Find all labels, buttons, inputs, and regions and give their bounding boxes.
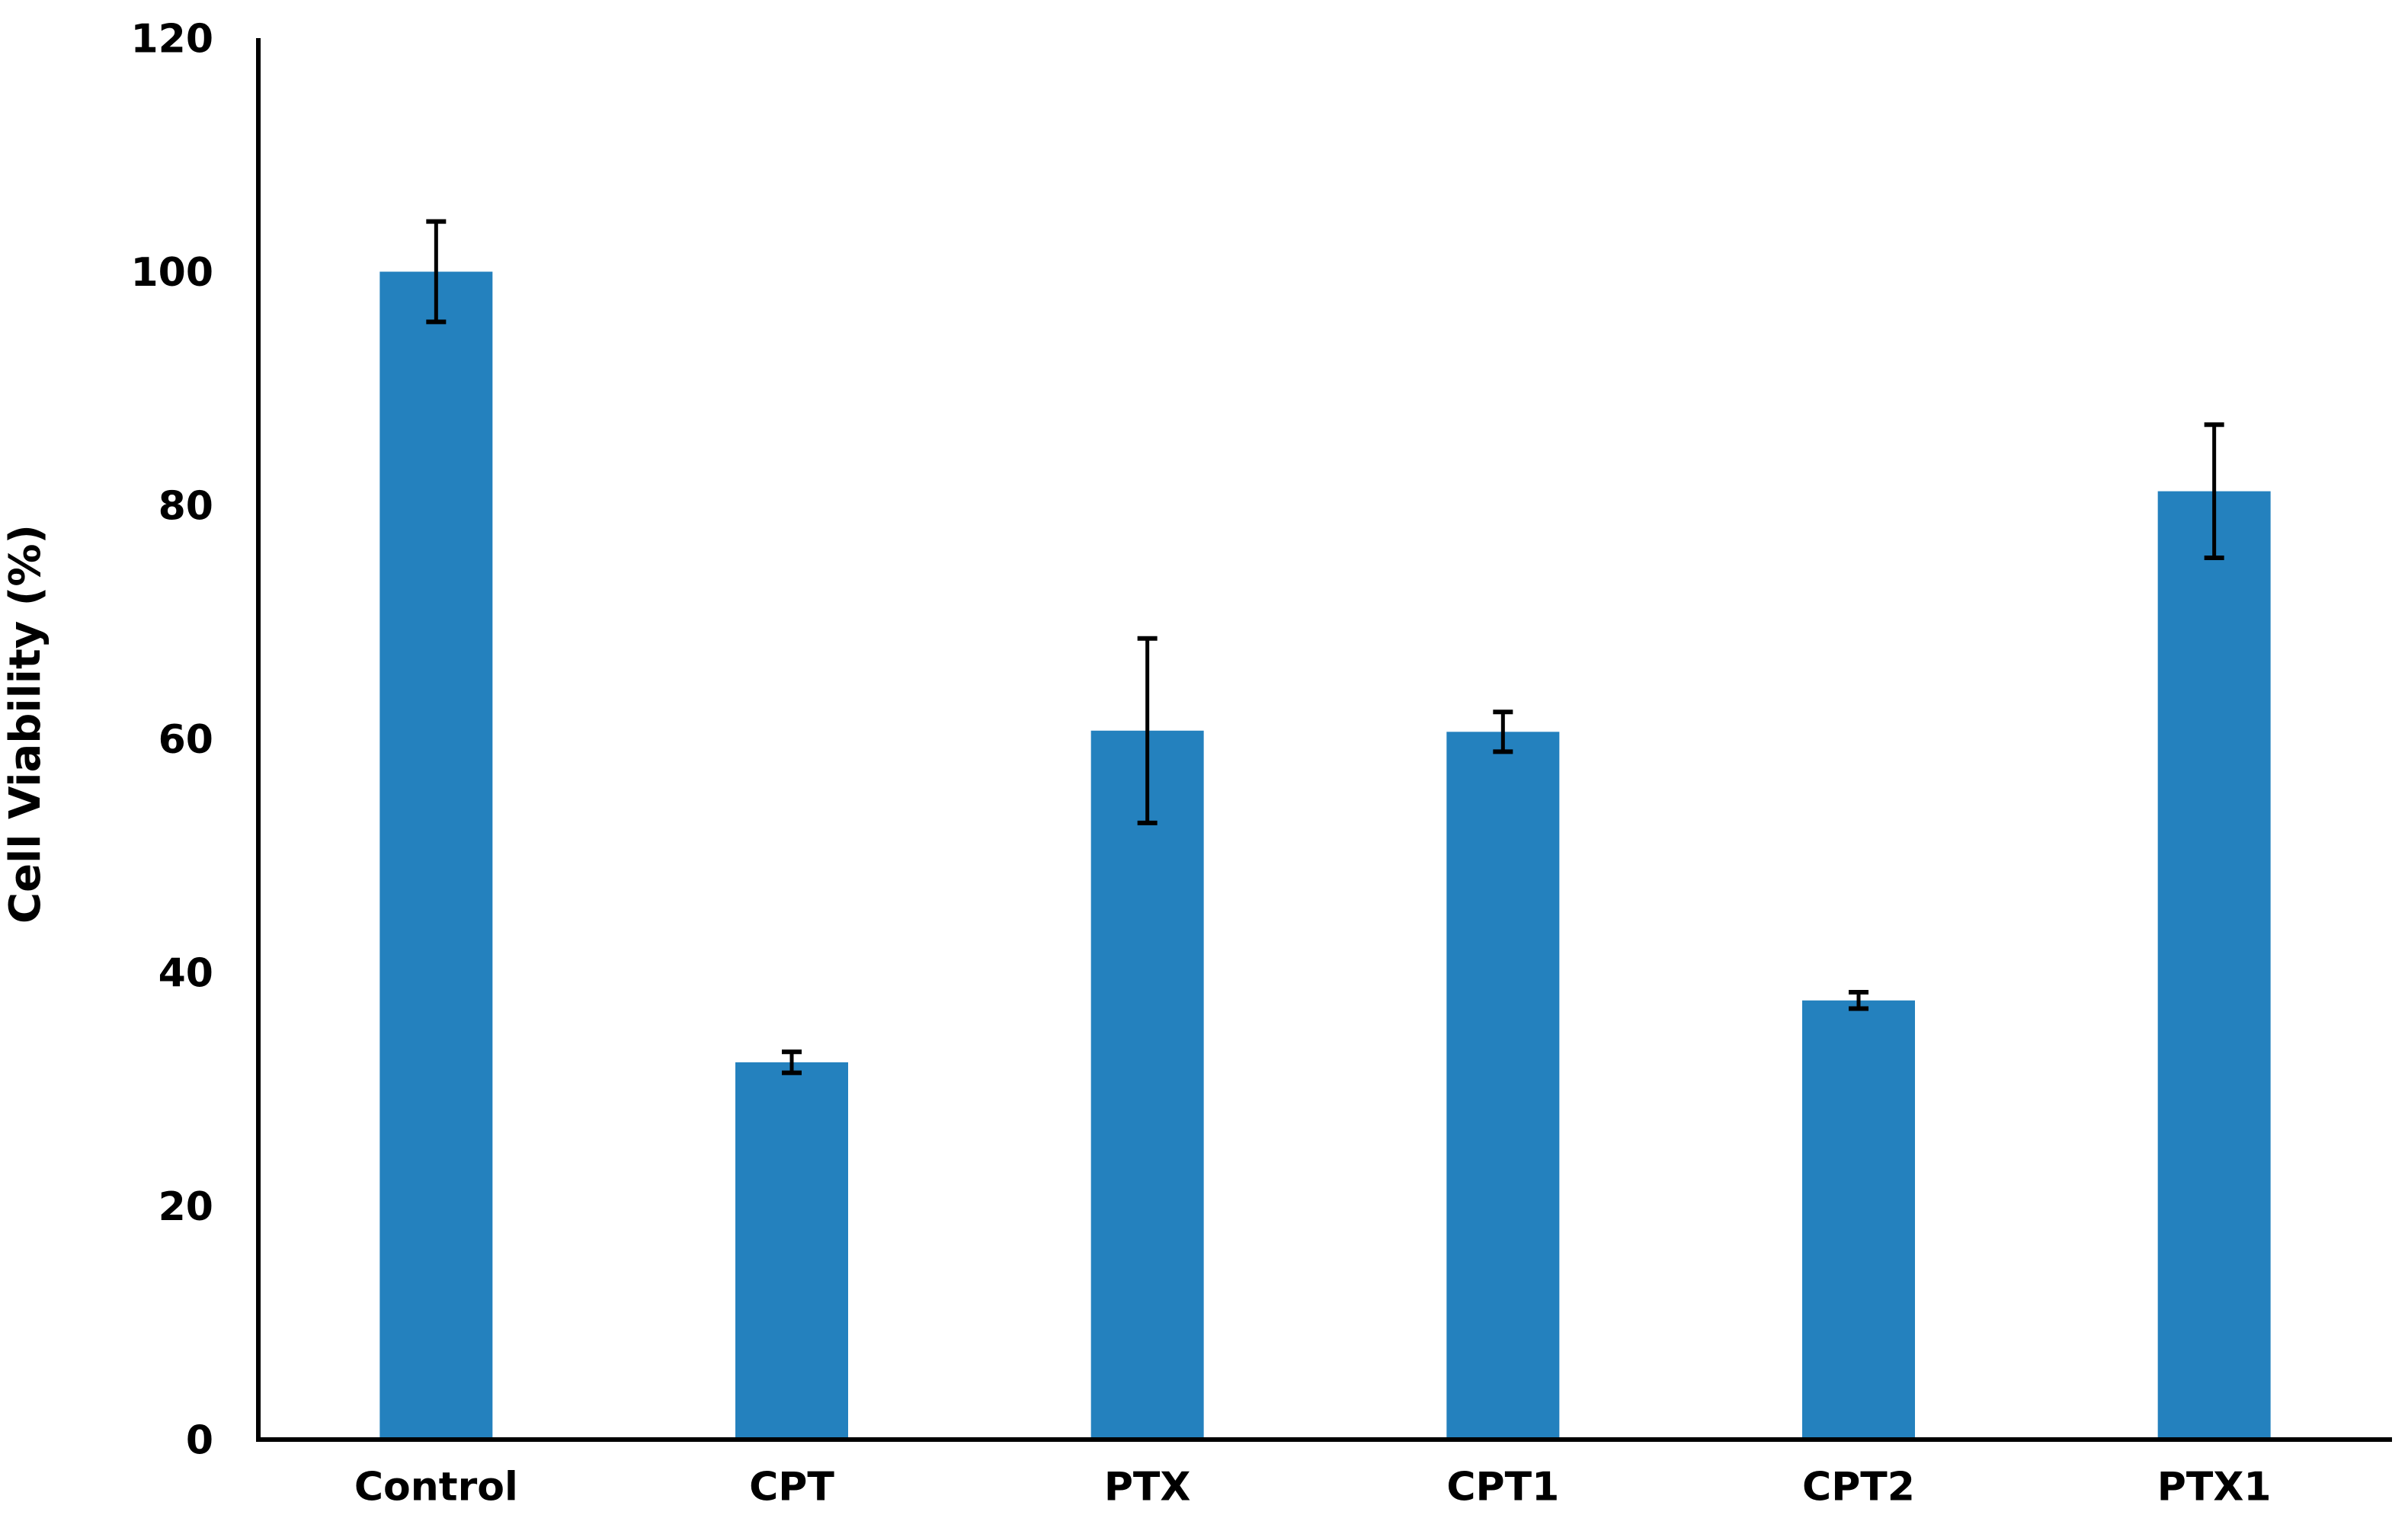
bar-cpt bbox=[735, 1062, 848, 1440]
y-tick-label-0: 0 bbox=[186, 1418, 213, 1464]
bar-ptx bbox=[1090, 730, 1204, 1440]
x-category-label-cpt1: CPT1 bbox=[1446, 1465, 1559, 1510]
y-tick-label-120: 120 bbox=[130, 17, 213, 62]
bar-cpt2 bbox=[1802, 1000, 1915, 1440]
x-category-label-control: Control bbox=[354, 1465, 518, 1510]
error-bar-control bbox=[426, 219, 447, 325]
error-bar-cpt bbox=[782, 1049, 802, 1075]
x-category-label-cpt: CPT bbox=[749, 1465, 834, 1510]
y-tick-label-20: 20 bbox=[159, 1184, 213, 1230]
x-category-label-ptx: PTX bbox=[1104, 1465, 1191, 1510]
x-category-label-ptx1: PTX1 bbox=[2157, 1465, 2272, 1510]
error-bar-ptx1 bbox=[2204, 422, 2224, 560]
error-bar-cpt1 bbox=[1493, 709, 1513, 754]
y-tick-label-40: 40 bbox=[159, 951, 213, 997]
y-axis-title: Cell Viability (%) bbox=[1, 524, 50, 924]
y-tick-label-100: 100 bbox=[130, 250, 213, 296]
y-tick-label-60: 60 bbox=[159, 717, 213, 763]
x-category-label-cpt2: CPT2 bbox=[1802, 1465, 1915, 1510]
bar-cpt1 bbox=[1446, 732, 1560, 1440]
bar-control bbox=[379, 271, 493, 1440]
error-bar-cpt2 bbox=[1849, 990, 1868, 1011]
bar-ptx1 bbox=[2157, 491, 2271, 1440]
error-bar-ptx bbox=[1137, 636, 1158, 825]
y-tick-label-80: 80 bbox=[159, 484, 213, 530]
